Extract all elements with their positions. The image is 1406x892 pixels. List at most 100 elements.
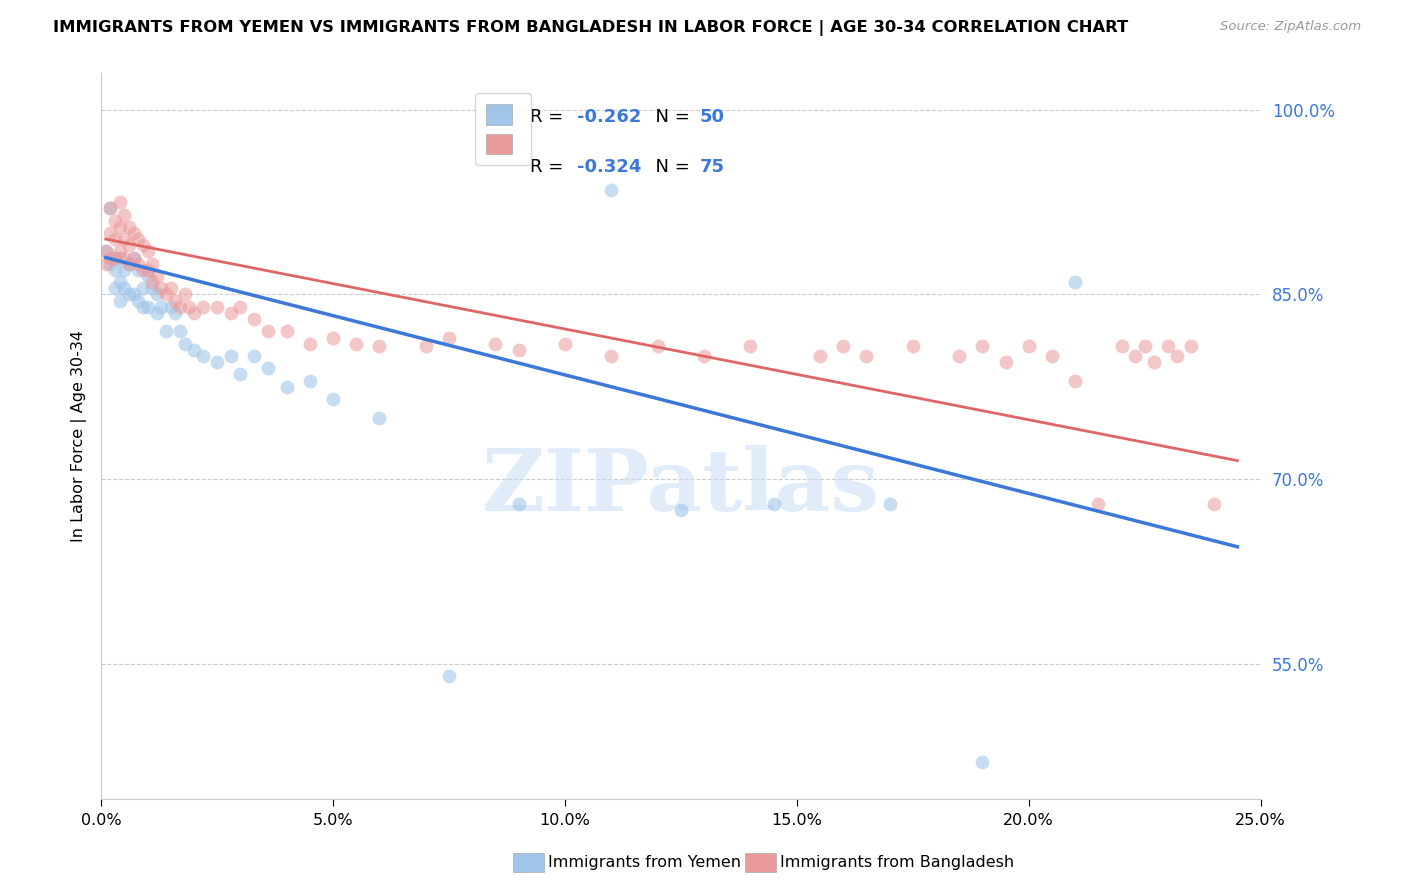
Point	[257, 361, 280, 376]
Text: N =: N =	[644, 108, 696, 126]
Point	[437, 669, 460, 683]
Point	[1166, 349, 1188, 363]
Point	[155, 287, 177, 301]
Point	[1040, 349, 1063, 363]
Point	[108, 219, 131, 234]
Point	[219, 349, 242, 363]
Point	[112, 281, 135, 295]
Point	[132, 263, 155, 277]
Point	[132, 281, 155, 295]
Point	[276, 325, 298, 339]
Point	[127, 257, 149, 271]
Point	[127, 232, 149, 246]
Point	[104, 281, 127, 295]
Point	[901, 339, 924, 353]
Point	[141, 275, 163, 289]
Point	[104, 213, 127, 227]
Point	[948, 349, 970, 363]
Point	[136, 300, 159, 314]
Text: Immigrants from Yemen: Immigrants from Yemen	[548, 855, 741, 870]
Point	[94, 257, 117, 271]
Point	[1064, 275, 1087, 289]
Point	[94, 244, 117, 259]
Point	[298, 336, 321, 351]
Point	[368, 410, 391, 425]
Text: ZIPatlas: ZIPatlas	[482, 445, 880, 529]
Point	[108, 195, 131, 210]
Point	[1204, 497, 1226, 511]
Point	[132, 238, 155, 252]
Point	[100, 251, 122, 265]
Point	[1143, 355, 1166, 369]
Text: Immigrants from Bangladesh: Immigrants from Bangladesh	[780, 855, 1015, 870]
Point	[165, 306, 187, 320]
Point	[104, 263, 127, 277]
Text: -0.262: -0.262	[576, 108, 641, 126]
Point	[600, 183, 623, 197]
Point	[344, 336, 367, 351]
Text: 50: 50	[699, 108, 724, 126]
Point	[243, 312, 266, 326]
Point	[972, 755, 994, 769]
Point	[437, 330, 460, 344]
Point	[808, 349, 831, 363]
Point	[104, 251, 127, 265]
Point	[298, 374, 321, 388]
Text: R =: R =	[530, 159, 569, 177]
Point	[276, 380, 298, 394]
Text: 75: 75	[699, 159, 724, 177]
Text: R =: R =	[530, 108, 569, 126]
Legend: , : ,	[475, 93, 531, 165]
Point	[146, 268, 169, 283]
Text: -0.324: -0.324	[576, 159, 641, 177]
Point	[191, 349, 214, 363]
Point	[740, 339, 762, 353]
Point	[100, 226, 122, 240]
Point	[155, 325, 177, 339]
Point	[219, 306, 242, 320]
Point	[165, 293, 187, 308]
Point	[108, 244, 131, 259]
Point	[205, 355, 228, 369]
Point	[108, 275, 131, 289]
Point	[368, 339, 391, 353]
Point	[600, 349, 623, 363]
Point	[229, 368, 252, 382]
Point	[136, 268, 159, 283]
Point	[693, 349, 716, 363]
Point	[112, 232, 135, 246]
Point	[554, 336, 576, 351]
Text: Source: ZipAtlas.com: Source: ZipAtlas.com	[1220, 20, 1361, 33]
Point	[169, 300, 191, 314]
Point	[647, 339, 669, 353]
Point	[183, 343, 205, 357]
Point	[257, 325, 280, 339]
Point	[108, 251, 131, 265]
Point	[1133, 339, 1156, 353]
Point	[122, 287, 145, 301]
Point	[118, 219, 141, 234]
Point	[94, 244, 117, 259]
Point	[132, 300, 155, 314]
Point	[136, 244, 159, 259]
Point	[122, 251, 145, 265]
Point	[150, 300, 173, 314]
Point	[972, 339, 994, 353]
Point	[229, 300, 252, 314]
Point	[104, 251, 127, 265]
Point	[122, 226, 145, 240]
Point	[508, 343, 530, 357]
Point	[1180, 339, 1202, 353]
Point	[994, 355, 1017, 369]
Point	[179, 300, 201, 314]
Point	[415, 339, 437, 353]
Point	[146, 287, 169, 301]
Point	[108, 293, 131, 308]
Point	[243, 349, 266, 363]
Point	[205, 300, 228, 314]
Point	[136, 263, 159, 277]
Point	[127, 293, 149, 308]
Point	[322, 392, 344, 406]
Text: N =: N =	[644, 159, 696, 177]
Point	[159, 300, 181, 314]
